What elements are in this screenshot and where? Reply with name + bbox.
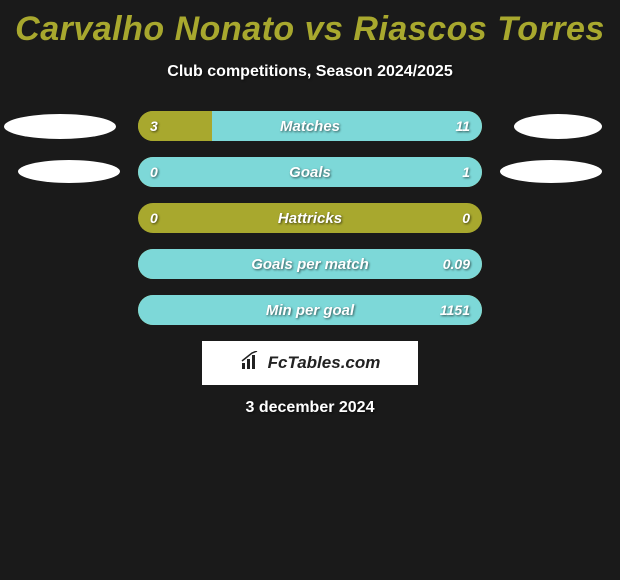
stat-label: Matches <box>280 118 340 135</box>
stat-right-value: 1 <box>462 164 470 180</box>
chart-icon <box>240 351 264 376</box>
stat-left-value: 0 <box>150 210 158 226</box>
stat-right-value: 1151 <box>440 302 470 318</box>
stat-bar: 0 0 Hattricks <box>138 203 482 233</box>
stat-row: 3 11 Matches <box>0 111 620 141</box>
stat-label: Min per goal <box>266 302 354 319</box>
bar-right-fill <box>212 111 482 141</box>
stat-label: Goals per match <box>251 256 369 273</box>
stat-right-value: 11 <box>455 118 470 134</box>
stat-row: 0 0 Hattricks <box>0 203 620 233</box>
stat-bar: 0 1 Goals <box>138 157 482 187</box>
page-title: Carvalho Nonato vs Riascos Torres <box>0 0 620 49</box>
stat-row: 0.09 Goals per match <box>0 249 620 279</box>
stat-bar: 3 11 Matches <box>138 111 482 141</box>
stat-label: Hattricks <box>278 210 342 227</box>
stat-bar: 1151 Min per goal <box>138 295 482 325</box>
stat-bar: 0.09 Goals per match <box>138 249 482 279</box>
stats-rows: 3 11 Matches 0 1 Goals 0 0 Hattricks 0.09 Goals pe… <box>0 111 620 325</box>
stat-left-value: 3 <box>150 118 158 134</box>
stat-row: 0 1 Goals <box>0 157 620 187</box>
stat-left-value: 0 <box>150 164 158 180</box>
subtitle: Club competitions, Season 2024/2025 <box>0 63 620 81</box>
logo-box: FcTables.com <box>202 341 418 385</box>
stat-label: Goals <box>289 164 331 181</box>
logo-text: FcTables.com <box>268 353 381 373</box>
stat-right-value: 0 <box>462 210 470 226</box>
stat-row: 1151 Min per goal <box>0 295 620 325</box>
date-text: 3 december 2024 <box>0 399 620 417</box>
stat-right-value: 0.09 <box>443 256 470 272</box>
